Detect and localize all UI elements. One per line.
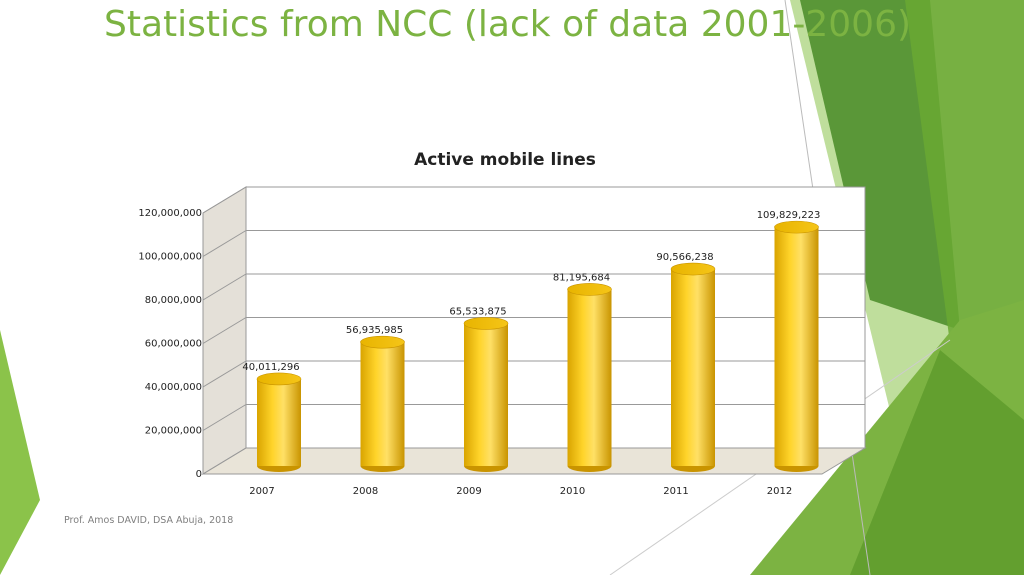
grid-line-side	[202, 317, 247, 344]
slide-title: Statistics from NCC (lack of data 2001-2…	[104, 4, 912, 45]
bar-top	[567, 283, 612, 296]
y-tick-label: 60,000,000	[145, 339, 202, 350]
bar-body	[671, 269, 715, 466]
bar-body	[360, 342, 405, 466]
bar	[360, 335, 405, 472]
value-label: 40,011,296	[242, 362, 299, 373]
x-tick-label: 2011	[663, 486, 688, 497]
bar-body	[464, 323, 508, 466]
value-label: 109,829,223	[757, 210, 821, 221]
value-label: 81,195,684	[553, 272, 610, 283]
bar-top	[256, 372, 302, 386]
bar	[256, 372, 302, 472]
grid-line-side	[202, 404, 247, 431]
bar-body	[567, 289, 612, 466]
y-tick-label: 0	[196, 469, 202, 480]
bar	[567, 283, 612, 472]
y-tick-label: 40,000,000	[145, 382, 202, 393]
bar-body	[774, 227, 819, 466]
footer: Prof. Amos DAVID, DSA Abuja, 2018	[64, 515, 234, 526]
x-tick-label: 2007	[249, 486, 274, 497]
x-tick-label: 2008	[353, 486, 378, 497]
x-tick-label: 2009	[456, 486, 481, 497]
bar-top	[360, 335, 405, 349]
bar-top	[774, 220, 819, 234]
bar-body	[257, 378, 301, 466]
bar-top	[670, 262, 716, 276]
x-tick-label: 2010	[560, 486, 585, 497]
y-tick-label: 100,000,000	[138, 252, 202, 263]
value-label: 90,566,238	[656, 252, 713, 263]
bar	[463, 317, 509, 472]
grid-line-side	[202, 273, 247, 301]
grid-line-side	[202, 447, 247, 475]
y-tick-label: 80,000,000	[145, 295, 202, 306]
y-tick-label: 20,000,000	[145, 426, 202, 437]
chart-title: Active mobile lines	[414, 150, 596, 170]
bar	[670, 262, 716, 472]
grid-line-side	[202, 230, 247, 257]
bar	[774, 220, 819, 472]
grid-line-side	[202, 186, 247, 214]
value-label: 65,533,875	[449, 306, 506, 317]
bar-top	[463, 317, 509, 330]
grid-line-side	[202, 360, 247, 388]
x-tick-label: 2012	[767, 486, 792, 497]
y-tick-label: 120,000,000	[138, 208, 202, 219]
value-label: 56,935,985	[346, 325, 403, 336]
